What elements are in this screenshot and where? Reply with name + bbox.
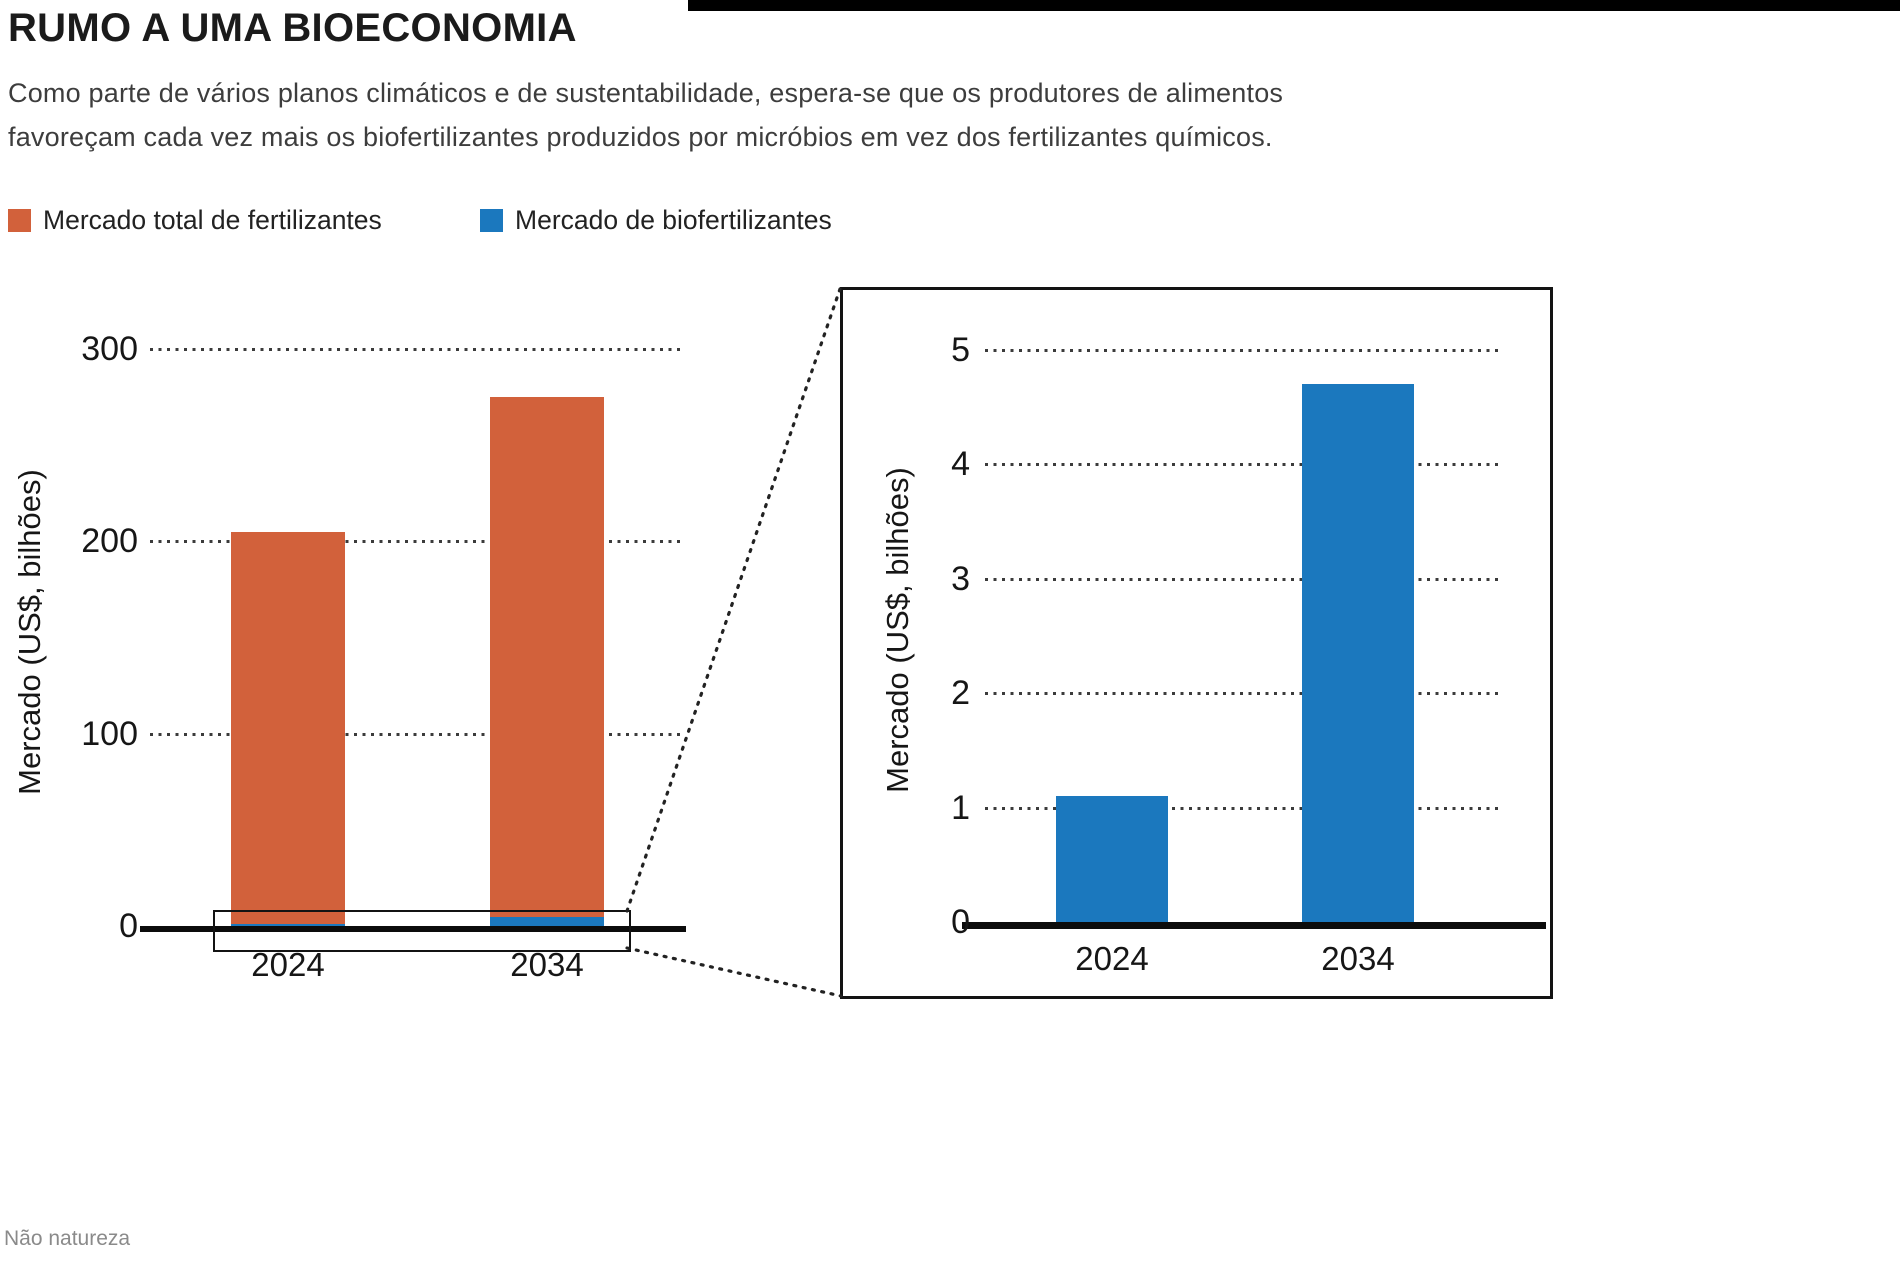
x-tick-label: 2024 <box>251 946 325 983</box>
zoom-inset-box <box>840 287 1553 999</box>
axis-baseline <box>962 922 1546 929</box>
subtitle-line-1: Como parte de vários planos climáticos e… <box>8 78 1284 108</box>
y-axis-title: Mercado (US$, bilhões) <box>12 469 47 795</box>
bar-2024-mercado-de-biofertilizantes <box>231 923 345 926</box>
y-tick-label: 200 <box>81 522 138 561</box>
axis-baseline <box>140 926 686 932</box>
y-tick-label: 300 <box>81 330 138 368</box>
crop-artifact-bar <box>688 0 1900 11</box>
y-tick-label: 100 <box>81 714 138 753</box>
bar-2034-mercado-de-biofertilizantes <box>1302 384 1414 922</box>
x-tick-label: 2034 <box>1321 940 1395 977</box>
bar-2024-mercado-de-biofertilizantes <box>1056 796 1168 922</box>
legend-swatch-blue-icon <box>480 209 503 232</box>
bar-2024-mercado-total-de-fertilizantes <box>231 531 345 926</box>
x-tick-label: 2034 <box>510 946 584 983</box>
y-tick-label: 5 <box>951 331 970 369</box>
legend-item-total-fertilizer: Mercado total de fertilizantes <box>8 205 382 236</box>
page-title: RUMO A UMA BIOECONOMIA <box>8 6 577 50</box>
y-gridline <box>985 692 1500 696</box>
y-gridline <box>150 540 680 544</box>
y-gridline <box>985 349 1500 352</box>
bar-2034-mercado-total-de-fertilizantes <box>490 397 604 926</box>
zoom-source-rectangle <box>213 910 631 952</box>
y-tick-label: 2 <box>951 674 970 713</box>
legend-label-total-fertilizer: Mercado total de fertilizantes <box>43 205 382 235</box>
legend-item-biofertilizer: Mercado de biofertilizantes <box>480 205 832 236</box>
legend-swatch-orange-icon <box>8 209 31 232</box>
y-gridline <box>985 806 1500 810</box>
legend-label-biofertilizer: Mercado de biofertilizantes <box>515 205 832 235</box>
y-tick-label: 4 <box>951 445 970 484</box>
y-tick-label: 0 <box>119 907 138 945</box>
y-gridline <box>150 732 680 736</box>
x-tick-label: 2024 <box>1075 940 1149 977</box>
y-gridline <box>150 348 680 351</box>
subtitle-line-2: favoreçam cada vez mais os biofertilizan… <box>8 122 1273 152</box>
y-tick-label: 3 <box>951 559 970 598</box>
y-gridline <box>985 463 1500 467</box>
bar-2034-mercado-de-biofertilizantes <box>490 916 604 926</box>
y-tick-label: 1 <box>951 788 970 827</box>
y-tick-label: 0 <box>951 903 970 941</box>
source-credit: Não natureza <box>4 1227 131 1250</box>
y-gridline <box>985 577 1500 581</box>
